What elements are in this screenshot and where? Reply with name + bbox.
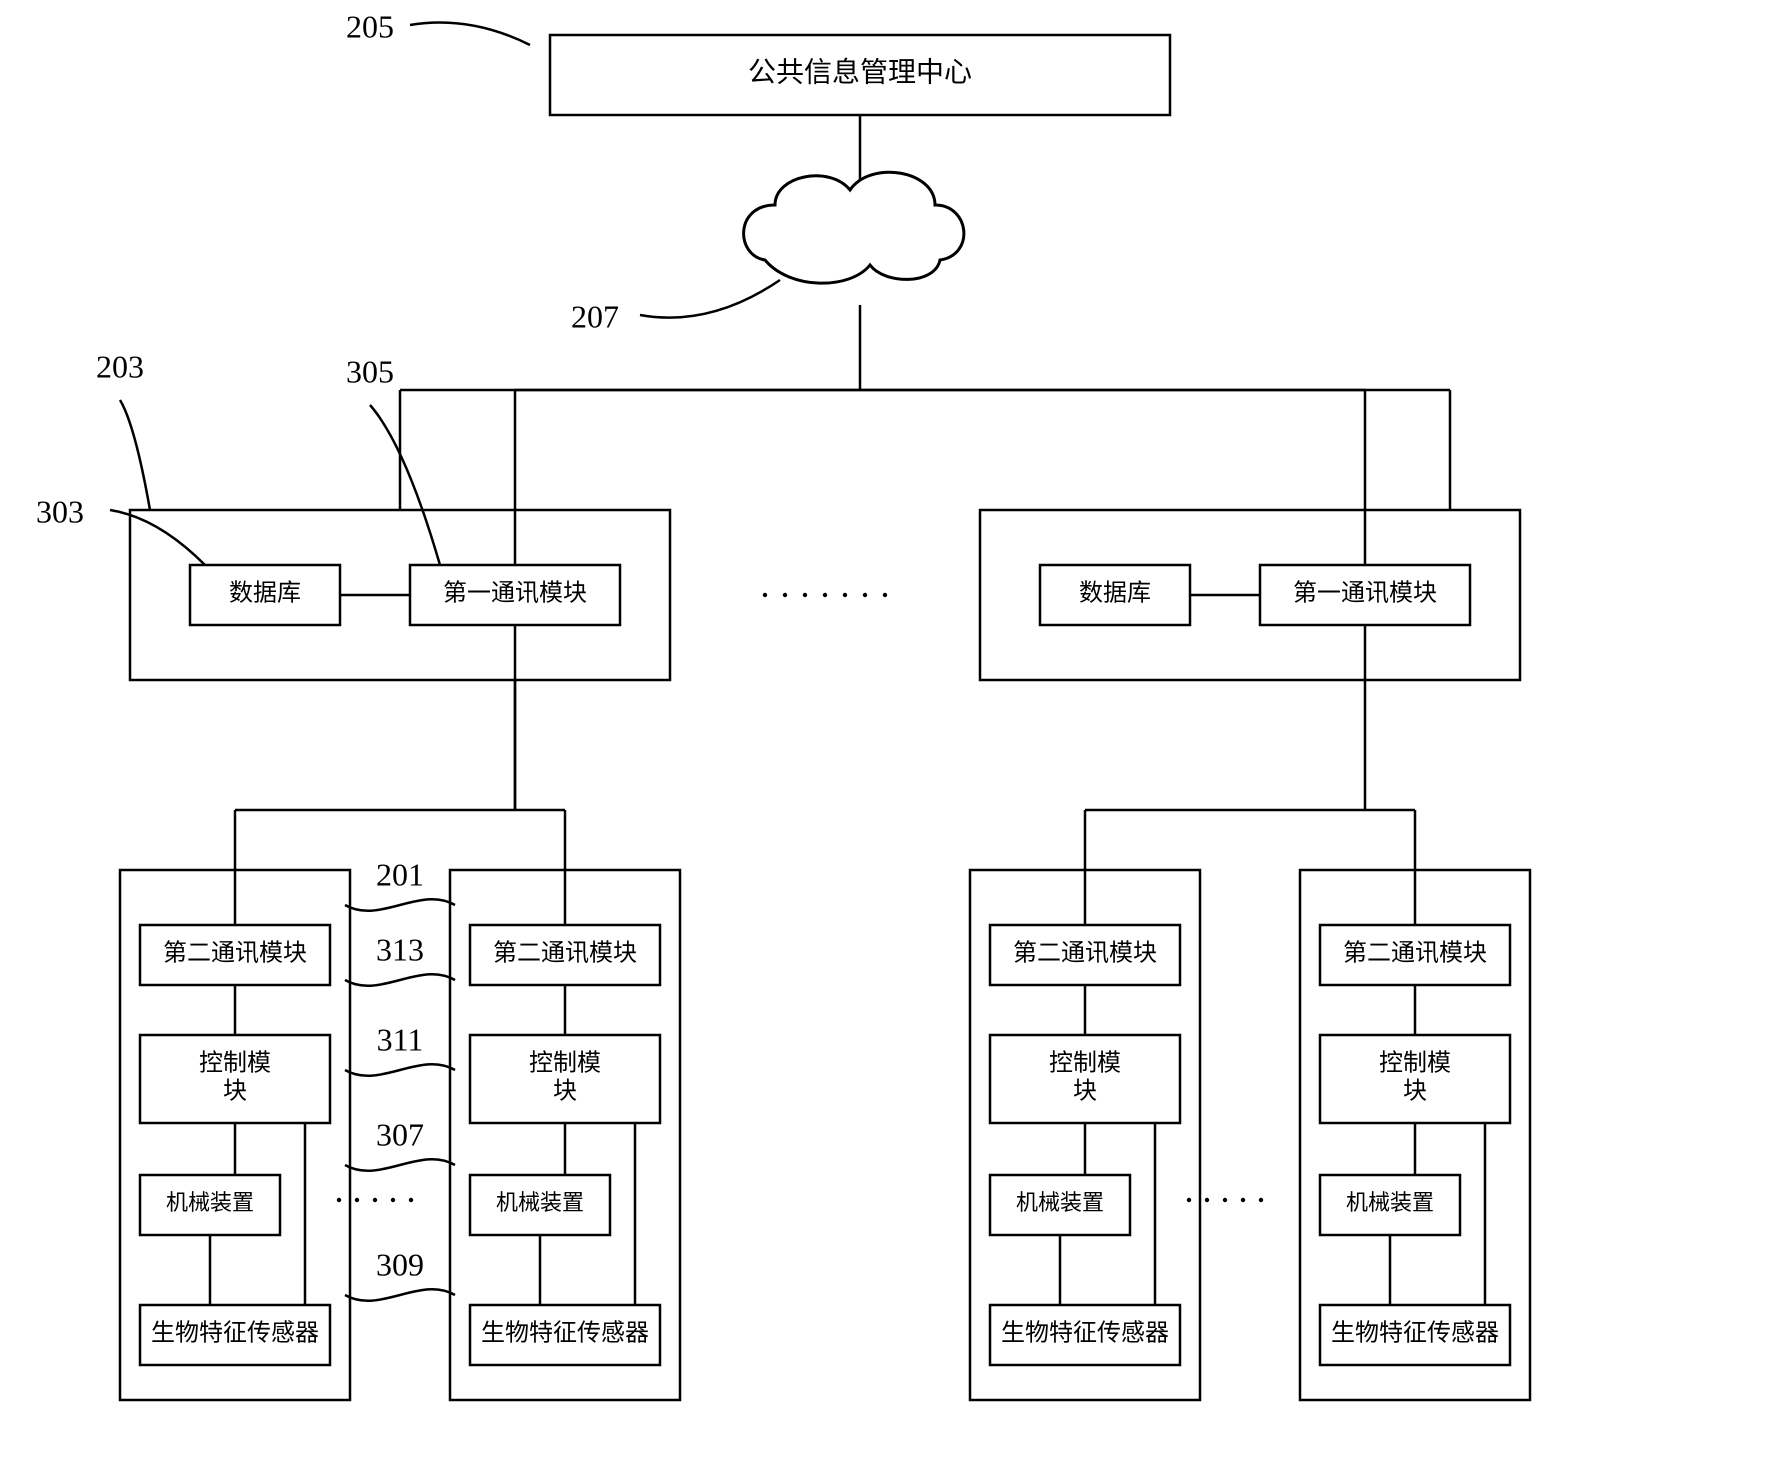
svg-text:307: 307 bbox=[376, 1116, 424, 1152]
svg-text:机械装置: 机械装置 bbox=[1016, 1190, 1104, 1215]
svg-text:机械装置: 机械装置 bbox=[496, 1190, 584, 1215]
svg-text:控制模: 控制模 bbox=[1049, 1050, 1121, 1077]
svg-text:控制模: 控制模 bbox=[199, 1050, 271, 1077]
svg-text:生物特征传感器: 生物特征传感器 bbox=[1331, 1320, 1499, 1347]
svg-text:生物特征传感器: 生物特征传感器 bbox=[1001, 1320, 1169, 1347]
svg-text:公共信息管理中心: 公共信息管理中心 bbox=[748, 56, 972, 88]
svg-text:数据库: 数据库 bbox=[1079, 580, 1151, 607]
svg-text:第二通讯模块: 第二通讯模块 bbox=[1343, 940, 1487, 967]
svg-text:309: 309 bbox=[376, 1246, 424, 1282]
svg-text:303: 303 bbox=[36, 493, 84, 529]
svg-text:块: 块 bbox=[553, 1077, 577, 1104]
svg-text:203: 203 bbox=[96, 348, 144, 384]
svg-text:机械装置: 机械装置 bbox=[1346, 1190, 1434, 1215]
svg-text:第二通讯模块: 第二通讯模块 bbox=[1013, 940, 1157, 967]
svg-text:313: 313 bbox=[376, 931, 424, 967]
svg-text:控制模: 控制模 bbox=[1379, 1050, 1451, 1077]
svg-text:第二通讯模块: 第二通讯模块 bbox=[163, 940, 307, 967]
svg-text:控制模: 控制模 bbox=[529, 1050, 601, 1077]
svg-text:生物特征传感器: 生物特征传感器 bbox=[151, 1320, 319, 1347]
svg-text:205: 205 bbox=[346, 8, 394, 44]
svg-text:305: 305 bbox=[346, 353, 394, 389]
svg-text:207: 207 bbox=[571, 298, 619, 334]
svg-text:机械装置: 机械装置 bbox=[166, 1190, 254, 1215]
svg-text:201: 201 bbox=[376, 856, 424, 892]
svg-text:311: 311 bbox=[377, 1021, 424, 1057]
svg-text:块: 块 bbox=[1073, 1077, 1097, 1104]
system-diagram: 公共信息管理中心 205 207 数据库 第一通讯模块 数据库 第一通讯模块 203 303 30… bbox=[0, 0, 1776, 1479]
svg-text:生物特征传感器: 生物特征传感器 bbox=[481, 1320, 649, 1347]
svg-text:第一通讯模块: 第一通讯模块 bbox=[1293, 580, 1437, 607]
svg-text:数据库: 数据库 bbox=[229, 580, 301, 607]
svg-text:第一通讯模块: 第一通讯模块 bbox=[443, 580, 587, 607]
svg-text:块: 块 bbox=[1403, 1077, 1427, 1104]
svg-text:块: 块 bbox=[223, 1077, 247, 1104]
svg-text:第二通讯模块: 第二通讯模块 bbox=[493, 940, 637, 967]
